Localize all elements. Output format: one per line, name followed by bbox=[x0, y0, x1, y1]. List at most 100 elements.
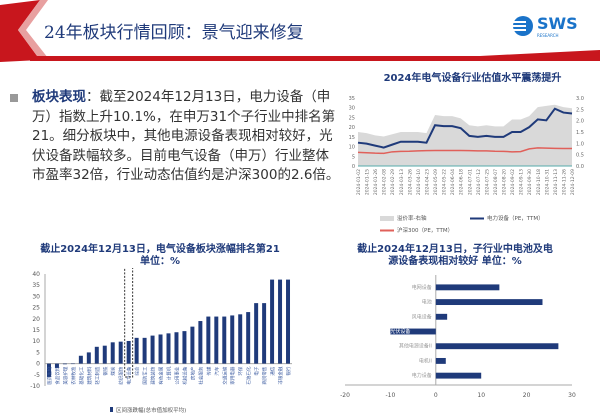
category-label: 食品饮料 bbox=[54, 366, 61, 384]
bar bbox=[86, 352, 91, 364]
category-label: 传媒 bbox=[205, 366, 212, 375]
y-tick-label: 20 bbox=[32, 316, 40, 323]
x-tick-label: 2024-12-09 bbox=[570, 169, 576, 195]
series-line-1 bbox=[357, 107, 573, 149]
right-tick-label: 0.5 bbox=[576, 153, 584, 159]
x-tick-label: 2024-03-26 bbox=[407, 169, 413, 195]
x-tick-label: 2024-05-09 bbox=[433, 169, 439, 195]
x-tick-label: 2024-02-08 bbox=[382, 169, 388, 195]
x-tick-label: 2024-02-29 bbox=[390, 169, 396, 195]
bar bbox=[254, 303, 259, 364]
bullet-keyword: 板块表现 bbox=[32, 89, 86, 105]
bar bbox=[278, 279, 283, 364]
category-label: 银行 bbox=[285, 366, 292, 375]
x-tick-label: 2024-10-18 bbox=[536, 169, 542, 195]
x-tick-label: -10 bbox=[385, 392, 395, 399]
hbar-chart-title: 截止2024年12月13日，子行业中电池及电源设备表现相对较好 单位：% bbox=[357, 244, 553, 267]
right-tick-label: 2.0 bbox=[576, 119, 584, 125]
category-label: 有色金属 bbox=[158, 366, 165, 384]
bar bbox=[262, 303, 267, 364]
right-tick-label: 3.0 bbox=[576, 96, 584, 102]
bar bbox=[126, 340, 131, 364]
x-tick-label: 2024-01-02 bbox=[356, 169, 362, 195]
bar bbox=[214, 316, 219, 364]
category-label: 国防军工 bbox=[142, 366, 149, 384]
left-tick-label: 10 bbox=[349, 145, 355, 151]
x-tick-label: 2024-04-23 bbox=[424, 169, 430, 195]
bar bbox=[190, 326, 195, 364]
category-label: 房地产 bbox=[189, 366, 196, 380]
bar bbox=[435, 357, 446, 364]
bar bbox=[62, 363, 67, 365]
x-tick-label: 2024-06-04 bbox=[450, 169, 456, 195]
bar bbox=[390, 328, 436, 335]
bar bbox=[150, 335, 155, 364]
category-label: 农林牧渔 bbox=[70, 366, 77, 384]
x-tick-label: 30 bbox=[568, 392, 576, 399]
y-tick-label: 5 bbox=[36, 349, 40, 356]
premium-area bbox=[358, 104, 572, 166]
x-tick-label: 2024-09-30 bbox=[527, 169, 533, 195]
bar bbox=[435, 284, 500, 291]
category-label: 公用事业 bbox=[173, 366, 180, 384]
category-label: 社会服务 bbox=[197, 366, 204, 384]
x-tick-label: 2024-01-15 bbox=[365, 169, 371, 195]
category-label: 风电设备 bbox=[412, 313, 432, 320]
x-tick-label: 2024-10-31 bbox=[544, 169, 550, 195]
line-chart-title: 2024年电气设备行业估值水平震荡提升 bbox=[383, 73, 562, 84]
left-tick-label: 0 bbox=[352, 164, 355, 170]
x-tick-label: 2024-07-25 bbox=[484, 169, 490, 195]
x-tick-label: 2024-11-13 bbox=[553, 169, 559, 195]
legend-swatch bbox=[380, 216, 394, 221]
category-label: 机械设备 bbox=[181, 366, 188, 384]
left-tick-label: 5 bbox=[352, 154, 355, 160]
category-label: 基础化工 bbox=[78, 366, 85, 384]
bar bbox=[94, 346, 99, 364]
bar bbox=[182, 331, 187, 364]
logo-icon bbox=[512, 16, 533, 36]
left-tick-label: 20 bbox=[349, 125, 355, 131]
category-label: 环保 bbox=[237, 366, 244, 375]
category-label: 轻工制造 bbox=[94, 366, 101, 384]
y-tick-label: 25 bbox=[32, 305, 40, 312]
bar-chart-title: 截止2024年12月13日，电气设备板块涨幅排名第21 单位：% bbox=[40, 244, 280, 267]
legend-swatch bbox=[110, 407, 113, 412]
bar bbox=[238, 314, 243, 364]
bar bbox=[222, 316, 227, 364]
y-tick-label: 35 bbox=[32, 282, 40, 289]
y-tick-label: 40 bbox=[32, 271, 40, 278]
bar bbox=[166, 333, 171, 364]
y-tick-label: 10 bbox=[32, 338, 40, 345]
category-label: 计算机 bbox=[166, 366, 173, 380]
category-label: 建筑材料 bbox=[86, 366, 93, 384]
series-line-2 bbox=[357, 147, 572, 155]
category-label: 电机II bbox=[419, 357, 432, 364]
x-tick-label: -20 bbox=[340, 392, 350, 399]
x-tick-label: 2024-08-20 bbox=[502, 169, 508, 195]
x-tick-label: 2024-09-02 bbox=[510, 169, 516, 195]
industry-ranking-bar-chart: -10 -5 0 5 10 15 20 25 30 35 40 医药生物 食品饮料 美容护理 农林牧渔 基础化… bbox=[30, 268, 292, 414]
category-label: 电子 bbox=[253, 366, 260, 375]
x-tick-label: 2024-08-07 bbox=[493, 169, 499, 195]
page-title: 24年板块行情回顾：景气迎来修复 bbox=[44, 23, 304, 43]
category-label: 综合 bbox=[134, 366, 141, 375]
category-label: 石油石化 bbox=[245, 366, 252, 384]
bar bbox=[230, 315, 235, 364]
category-label: 美容护理 bbox=[62, 366, 69, 384]
bar bbox=[435, 299, 543, 306]
x-tick-label: 2024-04-10 bbox=[416, 169, 422, 195]
bar bbox=[246, 312, 251, 364]
left-tick-label: 25 bbox=[349, 115, 355, 121]
sws-logo: SWS RESEARCH bbox=[512, 14, 578, 38]
bullet-text: ：截至2024年12月13日，电力设备（申万）指数上升10.1%，在申万31个子… bbox=[32, 89, 340, 183]
x-tick-label: 2024-06-18 bbox=[459, 169, 465, 195]
category-label: 非银金融 bbox=[277, 366, 284, 384]
bar bbox=[102, 345, 107, 364]
bar bbox=[286, 279, 291, 364]
bar bbox=[435, 343, 559, 350]
bar bbox=[158, 334, 163, 364]
category-label: 钢铁 bbox=[102, 366, 109, 375]
legend-label: 区间涨跌幅(总市值加权平均) bbox=[116, 406, 186, 414]
y-tick-label: -5 bbox=[34, 372, 40, 379]
